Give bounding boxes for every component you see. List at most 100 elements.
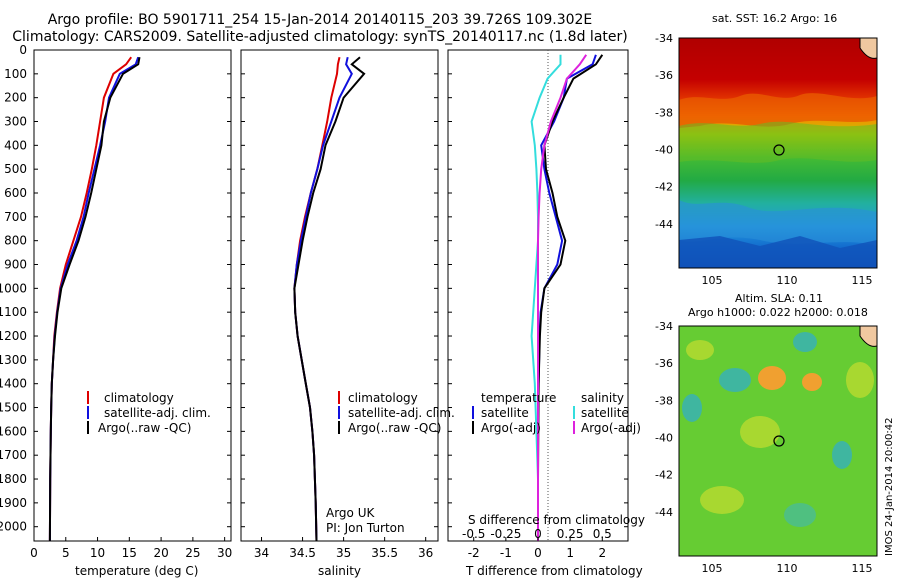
temperature-legend: climatology satellite-adj. clim. Argo(..… xyxy=(87,391,211,435)
difference-tick-label: -2 xyxy=(468,546,480,560)
longitude-tick-label: 110 xyxy=(777,274,798,287)
temperature-axis-label: temperature (deg C) xyxy=(75,564,198,578)
latitude-tick-label: -44 xyxy=(655,218,673,231)
s-satellite-line xyxy=(530,54,562,541)
latitude-tick-label: -40 xyxy=(655,432,673,445)
argo-position-marker xyxy=(773,435,785,447)
s-difference-tick-label: -0.25 xyxy=(490,527,521,541)
temperature-tick-label: 10 xyxy=(90,546,105,560)
depth-tick-label: 1700 xyxy=(0,448,27,462)
legend-label-climatology: climatology xyxy=(348,391,418,405)
depth-tick-label: 700 xyxy=(4,210,27,224)
depth-tick-label: 1300 xyxy=(0,353,27,367)
legend-label-satellite: satellite-adj. clim. xyxy=(104,406,211,420)
sst-map-frame xyxy=(678,37,878,269)
legend-label-t-satellite: satellite xyxy=(481,406,529,420)
latitude-tick-label: -34 xyxy=(655,32,673,45)
temperature-tick-label: 15 xyxy=(122,546,137,560)
legend-title-salinity: salinity xyxy=(581,391,624,405)
depth-tick-label: 1200 xyxy=(0,329,27,343)
satellite-line xyxy=(293,56,353,542)
depth-tick-label: 1400 xyxy=(0,377,27,391)
difference-tick-label: -1 xyxy=(500,546,512,560)
depth-tick-label: 1100 xyxy=(0,305,27,319)
latitude-tick-label: -36 xyxy=(655,69,673,82)
temperature-tick-label: 30 xyxy=(217,546,232,560)
temperature-panel-frame xyxy=(33,49,232,542)
salinity-legend: climatology satellite-adj. clim. Argo(..… xyxy=(326,391,455,535)
salinity-tick-label: 36 xyxy=(418,546,433,560)
sla-map-frame xyxy=(678,325,878,557)
depth-tick-label: 300 xyxy=(4,115,27,129)
argo-line xyxy=(293,56,366,542)
difference-tick-label: 1 xyxy=(566,546,574,560)
latitude-tick-label: -42 xyxy=(655,469,673,482)
depth-tick-label: 600 xyxy=(4,186,27,200)
salinity-tick-label: 34.5 xyxy=(289,546,316,560)
longitude-tick-label: 115 xyxy=(852,274,873,287)
legend-label-climatology: climatology xyxy=(104,391,174,405)
s-difference-tick-label: 0.5 xyxy=(593,527,612,541)
depth-tick-label: 1800 xyxy=(0,472,27,486)
chart-title-line1: Argo profile: BO 5901711_254 15-Jan-2014… xyxy=(47,12,593,28)
difference-axis-label: T difference from climatology xyxy=(465,564,643,578)
climatology-line xyxy=(48,56,133,542)
sst-map xyxy=(679,38,877,268)
argo-line xyxy=(48,57,141,542)
temperature-tick-label: 0 xyxy=(30,546,38,560)
salinity-panel-frame xyxy=(240,49,439,542)
salinity-tick-label: 34 xyxy=(254,546,269,560)
depth-tick-label: 0 xyxy=(19,43,27,57)
temperature-tick-label: 5 xyxy=(62,546,70,560)
temperature-tick-label: 20 xyxy=(153,546,168,560)
salinity-axis-label: salinity xyxy=(318,564,361,578)
salinity-tick-label: 35.5 xyxy=(371,546,398,560)
argo-pi-note: PI: Jon Turton xyxy=(326,521,405,535)
difference-tick-label: 0 xyxy=(534,546,542,560)
longitude-tick-label: 105 xyxy=(702,274,723,287)
t-argo-line xyxy=(537,54,604,541)
depth-tick-label: 1000 xyxy=(0,281,27,295)
depth-tick-label: 1500 xyxy=(0,401,27,415)
depth-tick-label: 800 xyxy=(4,234,27,248)
difference-tick-label: 2 xyxy=(598,546,606,560)
s-difference-tick-label: 0 xyxy=(534,527,542,541)
depth-tick-label: 100 xyxy=(4,67,27,81)
argo-program-note: Argo UK xyxy=(326,506,375,520)
longitude-tick-label: 105 xyxy=(702,562,723,575)
s-argo-line xyxy=(537,54,588,541)
latitude-tick-label: -38 xyxy=(655,106,673,119)
latitude-tick-label: -40 xyxy=(655,144,673,157)
chart-title-line2: Climatology: CARS2009. Satellite-adjuste… xyxy=(12,29,628,45)
depth-tick-label: 1600 xyxy=(0,424,27,438)
latitude-tick-label: -36 xyxy=(655,357,673,370)
depth-tick-label: 1900 xyxy=(0,496,27,510)
legend-label-argo: Argo(..raw -QC) xyxy=(348,421,441,435)
sst-map-title: sat. SST: 16.2 Argo: 16 xyxy=(712,12,837,25)
temperature-tick-label: 25 xyxy=(185,546,200,560)
latitude-tick-label: -42 xyxy=(655,181,673,194)
satellite-line xyxy=(48,56,140,542)
sla-map-title: Altim. SLA: 0.11 xyxy=(735,292,823,305)
argo-position-marker xyxy=(773,144,785,156)
longitude-tick-label: 110 xyxy=(777,562,798,575)
latitude-tick-label: -38 xyxy=(655,394,673,407)
difference-legend: temperature salinity satellite Argo(-adj… xyxy=(468,391,645,527)
legend-label-satellite: satellite-adj. clim. xyxy=(348,406,455,420)
depth-tick-label: 2000 xyxy=(0,520,27,534)
depth-tick-label: 500 xyxy=(4,162,27,176)
salinity-tick-label: 35 xyxy=(336,546,351,560)
legend-title-temperature: temperature xyxy=(481,391,556,405)
legend-label-t-argo: Argo(-adj) xyxy=(481,421,541,435)
latitude-tick-label: -34 xyxy=(655,320,673,333)
latitude-tick-label: -44 xyxy=(655,506,673,519)
s-difference-tick-label: -0.5 xyxy=(462,527,485,541)
t-satellite-line xyxy=(537,54,597,541)
depth-tick-label: 900 xyxy=(4,258,27,272)
legend-label-s-argo: Argo(-adj) xyxy=(581,421,641,435)
longitude-tick-label: 115 xyxy=(852,562,873,575)
sla-map xyxy=(679,326,877,556)
depth-tick-label: 400 xyxy=(4,138,27,152)
legend-label-s-satellite: satellite xyxy=(581,406,629,420)
